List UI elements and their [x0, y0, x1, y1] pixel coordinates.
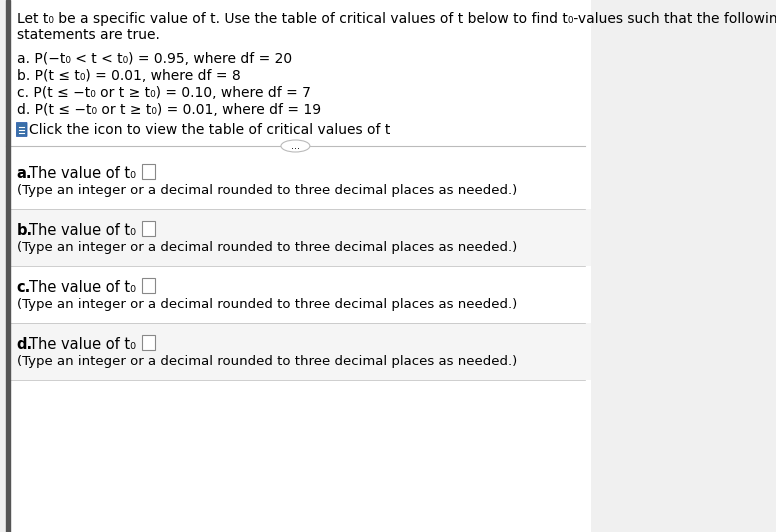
- Text: b. P(t ≤ t₀) = 0.01, where df = 8: b. P(t ≤ t₀) = 0.01, where df = 8: [17, 69, 241, 83]
- Text: c.: c.: [17, 280, 31, 295]
- Bar: [142, 335, 155, 350]
- Text: (Type an integer or a decimal rounded to three decimal places as needed.): (Type an integer or a decimal rounded to…: [17, 241, 517, 254]
- Bar: [10, 209, 591, 266]
- Text: Let t₀ be a specific value of t. Use the table of critical values of t below to : Let t₀ be a specific value of t. Use the…: [17, 12, 776, 26]
- Bar: [10, 323, 591, 380]
- Text: The value of t₀ is: The value of t₀ is: [29, 280, 157, 295]
- Text: d.: d.: [17, 337, 33, 352]
- Text: The value of t₀ is: The value of t₀ is: [29, 223, 157, 238]
- Text: The value of t₀ is: The value of t₀ is: [29, 166, 157, 181]
- Text: a.: a.: [17, 166, 33, 181]
- Bar: [142, 278, 155, 293]
- Bar: [142, 164, 155, 179]
- Bar: [6, 0, 10, 532]
- Bar: [142, 221, 155, 236]
- Text: The value of t₀ is: The value of t₀ is: [29, 337, 157, 352]
- Text: (Type an integer or a decimal rounded to three decimal places as needed.): (Type an integer or a decimal rounded to…: [17, 355, 517, 368]
- Text: d. P(t ≤ −t₀ or t ≥ t₀) = 0.01, where df = 19: d. P(t ≤ −t₀ or t ≥ t₀) = 0.01, where df…: [17, 103, 320, 117]
- Text: ...: ...: [291, 141, 300, 151]
- Bar: [10, 152, 591, 209]
- Text: statements are true.: statements are true.: [17, 28, 160, 42]
- Text: Click the icon to view the table of critical values of t: Click the icon to view the table of crit…: [29, 123, 390, 137]
- FancyBboxPatch shape: [16, 122, 27, 137]
- Text: (Type an integer or a decimal rounded to three decimal places as needed.): (Type an integer or a decimal rounded to…: [17, 298, 517, 311]
- Bar: [10, 266, 591, 323]
- Text: a. P(−t₀ < t < t₀) = 0.95, where df = 20: a. P(−t₀ < t < t₀) = 0.95, where df = 20: [17, 52, 292, 66]
- Ellipse shape: [281, 140, 310, 152]
- Text: (Type an integer or a decimal rounded to three decimal places as needed.): (Type an integer or a decimal rounded to…: [17, 184, 517, 197]
- Text: c. P(t ≤ −t₀ or t ≥ t₀) = 0.10, where df = 7: c. P(t ≤ −t₀ or t ≥ t₀) = 0.10, where df…: [17, 86, 310, 100]
- Text: b.: b.: [17, 223, 33, 238]
